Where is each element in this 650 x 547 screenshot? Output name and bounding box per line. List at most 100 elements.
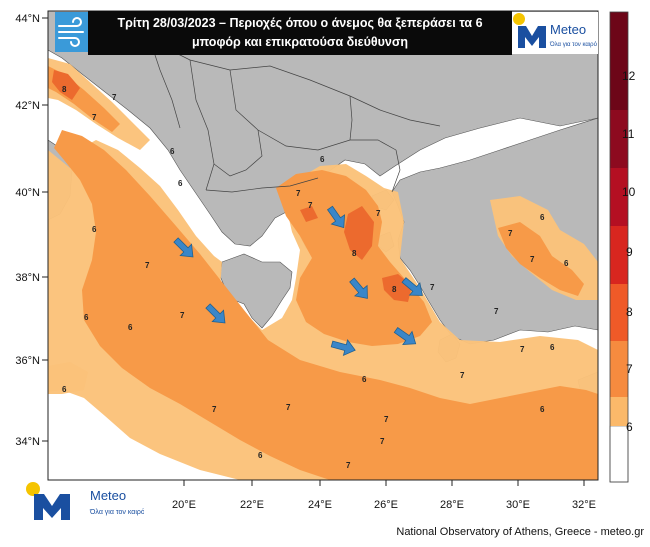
lat-label: 36°N	[15, 355, 40, 367]
sun-icon	[513, 13, 525, 25]
wind-zone-bf8-north-aegean	[344, 206, 374, 260]
contour-label: 7	[376, 209, 381, 218]
source-credit: National Observatory of Athens, Greece -…	[396, 526, 644, 538]
wind-arrows	[173, 205, 423, 357]
wind-zone-bf8-adriatic	[52, 70, 80, 100]
contour-label: 6	[540, 405, 545, 414]
logo-name: Meteo	[550, 22, 586, 37]
contour-label: 6	[258, 451, 263, 460]
contour-label: 8	[62, 85, 67, 94]
title-line-1: Τρίτη 28/03/2023 – Περιοχές όπου ο άνεμο…	[117, 16, 483, 30]
contour-label: 6	[62, 385, 67, 394]
contour-label: 7	[212, 405, 217, 414]
legend-label: 10	[622, 185, 636, 199]
contour-label: 7	[308, 201, 313, 210]
wind-arrow	[326, 205, 346, 229]
contour-label: 7	[380, 437, 385, 446]
contour-label: 6	[84, 313, 89, 322]
legend-label: 11	[622, 127, 635, 141]
logo-tagline: Όλα για τον καιρό	[549, 41, 598, 48]
contour-label: 7	[384, 415, 389, 424]
wind-arrow	[401, 277, 423, 296]
lat-label: 34°N	[15, 436, 40, 448]
contour-label: 7	[530, 255, 535, 264]
legend-frame	[609, 11, 629, 483]
wind-zone-bf8-small	[300, 206, 318, 222]
contour-label: 7	[286, 403, 291, 412]
contour-label: 7	[112, 93, 117, 102]
contour-label: 7	[296, 189, 301, 198]
legend-label: 9	[626, 245, 633, 259]
wind-arrow	[205, 303, 226, 324]
contour-label: 7	[145, 261, 150, 270]
wind-zone-bf7-east	[498, 222, 584, 296]
contour-label: 6	[320, 155, 325, 164]
contour-label: 7	[520, 345, 525, 354]
contour-label: 8	[392, 285, 397, 294]
contour-label: 6	[128, 323, 133, 332]
legend-step	[610, 226, 628, 284]
legend-label: 12	[622, 69, 636, 83]
wind-arrow	[330, 338, 356, 357]
legend-label: 7	[626, 362, 633, 376]
contour-label: 8	[352, 249, 357, 258]
legend-label: 6	[626, 420, 633, 434]
meteo-m-icon	[34, 494, 70, 520]
lon-label: 30°E	[506, 499, 530, 511]
legend-step	[610, 284, 628, 341]
lat-label: 40°N	[15, 187, 40, 199]
contour-label: 7	[494, 307, 499, 316]
contour-label: 7	[180, 311, 185, 320]
lat-label: 38°N	[15, 272, 40, 284]
contour-label: 6	[550, 343, 555, 352]
contour-label: 7	[346, 461, 351, 470]
contour-label: 7	[460, 371, 465, 380]
contour-label: 6	[362, 375, 367, 384]
contour-label: 7	[430, 283, 435, 292]
legend-step	[610, 110, 628, 168]
legend-step	[610, 12, 628, 110]
legend-step	[610, 341, 628, 397]
meteo-m-icon	[518, 26, 546, 48]
wind-arrow	[393, 326, 417, 346]
lon-label: 22°E	[240, 499, 264, 511]
logo-tagline: Όλα για τον καιρό	[89, 508, 144, 516]
axis-ticks	[42, 17, 585, 486]
logo-name: Meteo	[90, 488, 126, 503]
contour-label: 7	[92, 113, 97, 122]
balkans-landmass	[48, 11, 598, 247]
latitude-labels: 44°N 42°N 40°N 38°N 36°N 34°N	[15, 13, 40, 448]
contour-label: 6	[170, 147, 175, 156]
title-line-2: μποφόρ και επικρατούσα διεύθυνση	[191, 35, 409, 49]
lon-label: 26°E	[374, 499, 398, 511]
meteo-logo-top: Meteo Όλα για τον καιρό	[512, 12, 598, 54]
contour-label: 6	[178, 179, 183, 188]
contour-label: 6	[564, 259, 569, 268]
contour-label: 6	[540, 213, 545, 222]
contour-label: 6	[92, 225, 97, 234]
wind-arrow	[349, 277, 368, 299]
wind-arrow	[173, 237, 194, 258]
meteo-logo-bottom: Meteo Όλα για τον καιρό	[24, 482, 145, 526]
wind-zone-bf6-libya	[48, 362, 88, 394]
legend-step	[609, 425, 629, 483]
wind-zone-bf7-ionian	[54, 130, 598, 480]
wind-icon	[55, 12, 89, 52]
contour-label: 7	[508, 229, 513, 238]
contour-labels: 6 8 7 7 6 6 7 6 6 7 8 7 6 7 6 6 7 6 7 8 …	[62, 33, 569, 470]
lon-label: 24°E	[308, 499, 332, 511]
lon-label: 28°E	[440, 499, 464, 511]
legend-step	[610, 168, 628, 226]
legend-label: 8	[626, 305, 633, 319]
lon-label: 32°E	[572, 499, 596, 511]
longitude-labels: 20°E 22°E 24°E 26°E 28°E 30°E 32°E	[172, 499, 596, 511]
lat-label: 44°N	[15, 13, 40, 25]
lon-label: 20°E	[172, 499, 196, 511]
lat-label: 42°N	[15, 100, 40, 112]
legend-colorbar: 6 7 8 9 10 11 12	[609, 11, 636, 483]
sun-icon	[26, 482, 40, 496]
map-title: Τρίτη 28/03/2023 – Περιοχές όπου ο άνεμο…	[88, 11, 512, 55]
legend-step	[610, 397, 628, 426]
